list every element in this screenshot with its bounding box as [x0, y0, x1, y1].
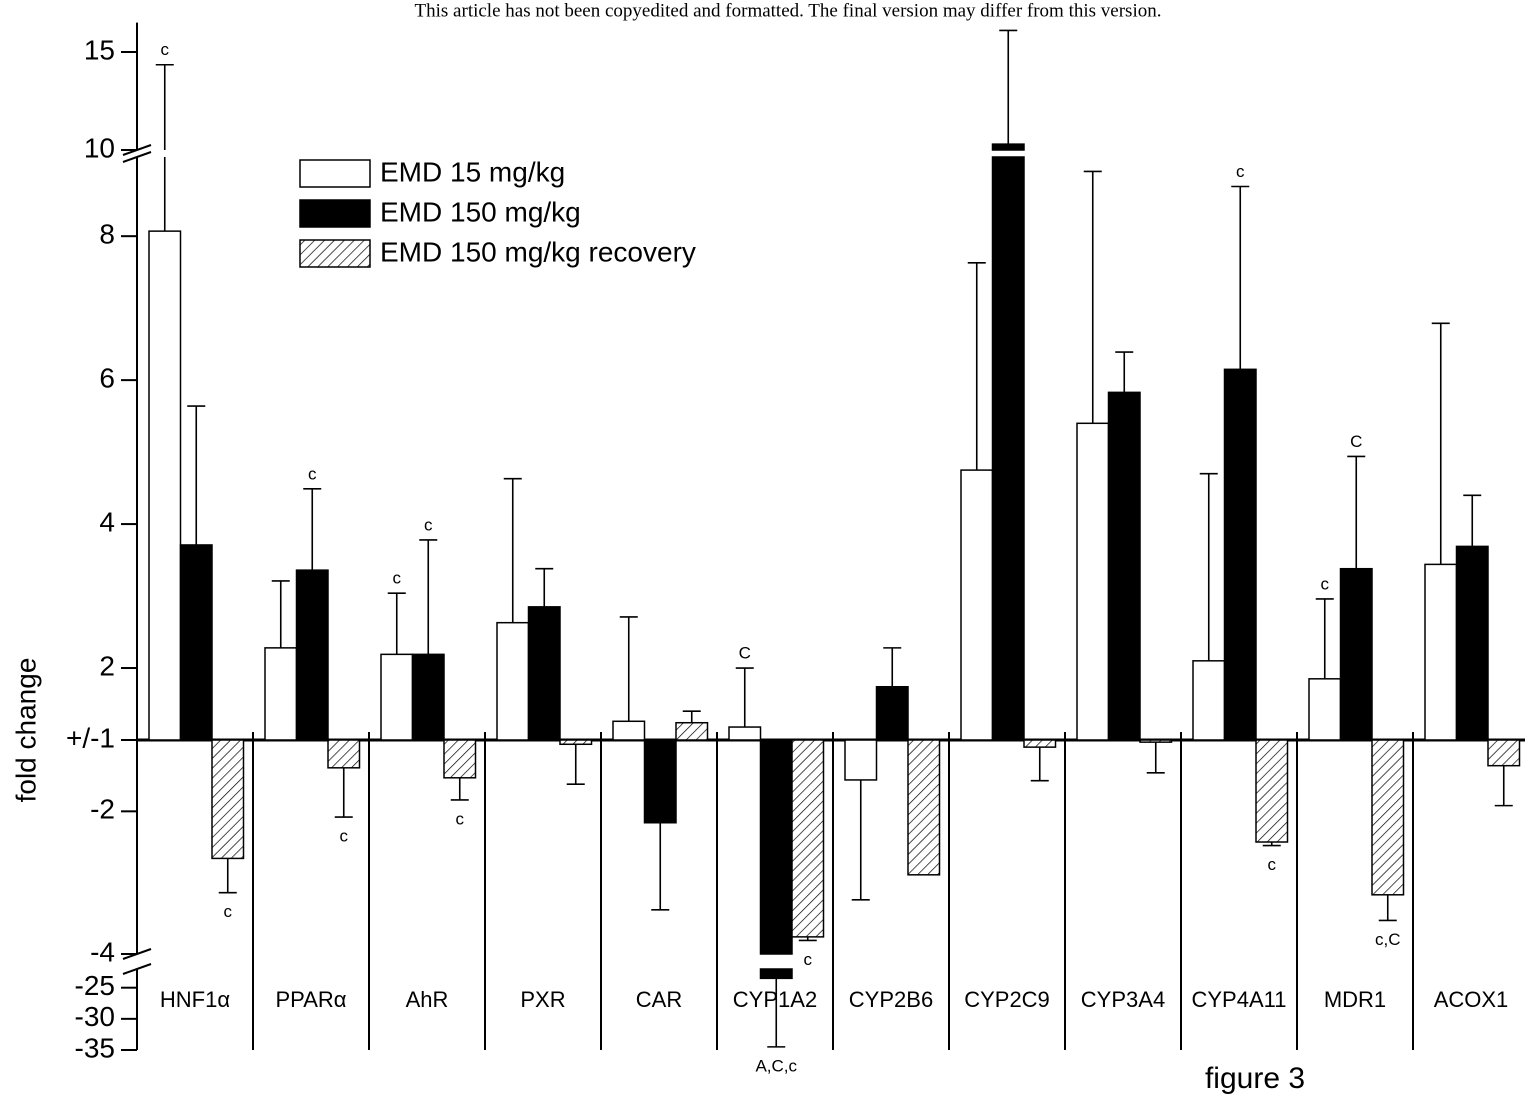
bar [1192, 660, 1226, 741]
annotation: c [308, 464, 317, 483]
bar [327, 739, 361, 769]
y-tick-label: 4 [99, 506, 115, 537]
bar [1223, 368, 1257, 741]
bar [759, 739, 793, 955]
axis-break [122, 151, 152, 163]
annotation: C [739, 644, 751, 663]
bar [875, 685, 909, 741]
bar [1255, 739, 1289, 843]
bar [1076, 422, 1110, 741]
annotation: c [161, 40, 170, 59]
bar [991, 143, 1025, 151]
bar [1308, 678, 1342, 741]
axis-break [122, 144, 152, 156]
annotation: c [424, 515, 433, 534]
bar [1487, 739, 1521, 767]
bar [411, 653, 445, 741]
x-tick-label: PXR [520, 987, 565, 1012]
y-tick-label: +/-1 [66, 722, 115, 753]
bar [148, 230, 182, 741]
bar [728, 726, 762, 741]
annotation: c [1321, 574, 1330, 593]
bar [1107, 391, 1141, 741]
annotation: C [1350, 432, 1362, 451]
annotation: A,C,c [755, 1056, 797, 1075]
y-tick-label: -35 [75, 1032, 115, 1063]
annotation: c [1268, 855, 1277, 874]
bar [295, 569, 329, 741]
x-tick-label: AhR [406, 987, 449, 1012]
annotation: c [1236, 162, 1245, 181]
legend-label: EMD 150 mg/kg [380, 196, 581, 227]
x-tick-label: CYP1A2 [733, 987, 817, 1012]
bar [211, 739, 245, 860]
legend-swatch [299, 199, 371, 228]
x-tick-label: CYP4A11 [1192, 987, 1287, 1012]
annotation: c [804, 950, 813, 969]
bar [960, 469, 994, 741]
annotation: c [340, 827, 349, 846]
y-tick-label: 8 [99, 219, 115, 250]
y-tick-label: 10 [84, 132, 115, 163]
header-note: This article has not been copyedited and… [415, 0, 1162, 21]
y-tick-label: 15 [84, 34, 115, 65]
bar [443, 739, 477, 779]
y-tick-label: -25 [75, 970, 115, 1001]
y-tick-label: 2 [99, 650, 115, 681]
legend-swatch [299, 239, 371, 268]
bar [612, 720, 646, 741]
bar [907, 739, 941, 876]
bar [559, 739, 593, 746]
axis-break [122, 963, 152, 975]
figure-label: figure 3 [1205, 1062, 1305, 1095]
bar [380, 653, 414, 741]
y-tick-label: -2 [90, 794, 115, 825]
y-tick-label: -30 [75, 1001, 115, 1032]
x-tick-label: CYP2B6 [849, 987, 933, 1012]
bar [844, 739, 878, 781]
x-tick-label: ACOX1 [1434, 987, 1509, 1012]
bar [791, 739, 825, 938]
bar [1424, 563, 1458, 741]
annotation: c [456, 809, 465, 828]
bar [1023, 739, 1057, 748]
annotation: c [393, 569, 402, 588]
y-axis-label: fold change [10, 658, 41, 803]
y-tick-label: -4 [90, 936, 115, 967]
legend-swatch [299, 159, 371, 188]
legend-label: EMD 15 mg/kg [380, 156, 565, 187]
bar [759, 968, 793, 980]
bar [675, 721, 709, 741]
bar [179, 544, 213, 741]
x-tick-label: PPARα [276, 987, 347, 1012]
bar [527, 606, 561, 741]
x-tick-label: HNF1α [160, 987, 230, 1012]
x-tick-label: MDR1 [1324, 987, 1386, 1012]
y-tick-label: 6 [99, 363, 115, 394]
bar [1339, 567, 1373, 741]
legend-label: EMD 150 mg/kg recovery [380, 236, 696, 267]
bar [264, 647, 298, 741]
bar [991, 156, 1025, 741]
bar [643, 739, 677, 824]
annotation: c,C [1375, 930, 1401, 949]
x-tick-label: CAR [636, 987, 682, 1012]
bar [1139, 739, 1173, 743]
x-tick-label: CYP3A4 [1081, 987, 1165, 1012]
bar [1371, 739, 1405, 896]
bar [1455, 545, 1489, 741]
axis-break [122, 948, 152, 960]
annotation: c [224, 902, 233, 921]
bar [496, 621, 530, 741]
x-tick-label: CYP2C9 [964, 987, 1050, 1012]
